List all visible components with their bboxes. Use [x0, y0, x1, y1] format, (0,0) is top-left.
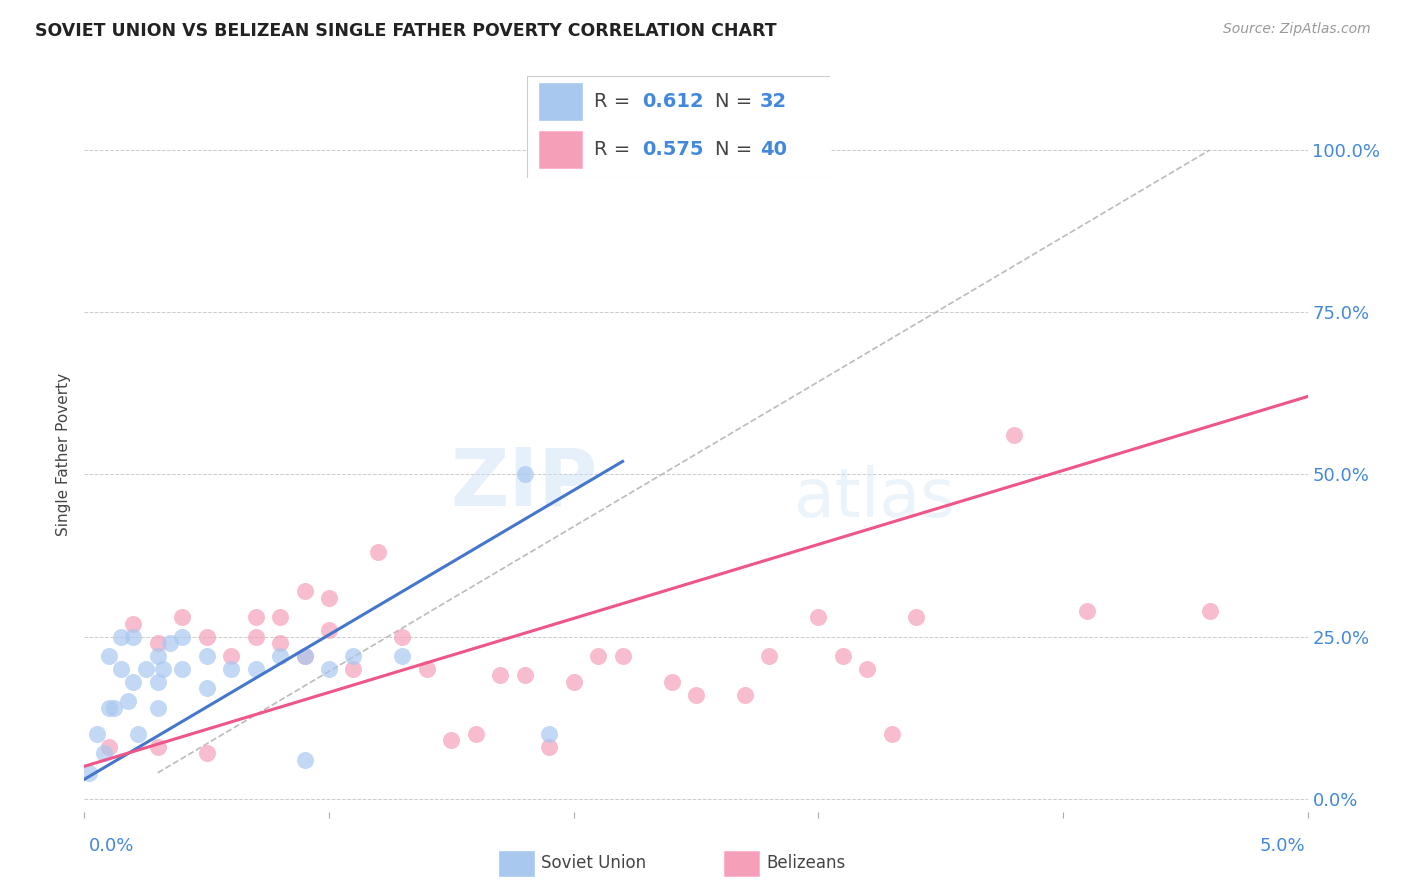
Point [318, 662, 340, 676]
Point [146, 675, 169, 690]
FancyBboxPatch shape [540, 131, 582, 168]
FancyBboxPatch shape [527, 76, 830, 178]
Point [93, 747, 115, 761]
Point [294, 648, 316, 663]
Point [97, 701, 120, 715]
Point [122, 675, 145, 690]
Point [269, 610, 291, 624]
Point [464, 727, 486, 741]
Point [342, 648, 364, 663]
Point [513, 668, 536, 682]
Point [110, 630, 132, 644]
Text: Belizeans: Belizeans [766, 855, 845, 872]
Point [685, 688, 707, 702]
Point [146, 648, 169, 663]
Point [195, 648, 218, 663]
Point [440, 733, 463, 747]
Point [294, 584, 316, 599]
Text: 32: 32 [761, 92, 787, 111]
Point [538, 727, 561, 741]
Point [489, 668, 512, 682]
Point [97, 739, 120, 754]
Point [1002, 428, 1025, 442]
Text: N =: N = [714, 140, 758, 159]
Point [856, 662, 879, 676]
Text: atlas: atlas [794, 465, 955, 531]
Text: 0.612: 0.612 [643, 92, 704, 111]
Point [172, 610, 194, 624]
Point [294, 648, 316, 663]
Point [122, 630, 145, 644]
Point [195, 630, 218, 644]
Text: N =: N = [714, 92, 758, 111]
Point [219, 662, 242, 676]
Point [135, 662, 157, 676]
Point [367, 545, 389, 559]
Point [103, 701, 125, 715]
Point [318, 623, 340, 637]
Point [152, 662, 174, 676]
Point [734, 688, 756, 702]
Point [513, 467, 536, 482]
Text: ZIP: ZIP [451, 444, 598, 523]
Point [612, 648, 634, 663]
Text: 5.0%: 5.0% [1260, 837, 1305, 855]
Text: 40: 40 [761, 140, 787, 159]
Point [562, 675, 585, 690]
Point [245, 662, 267, 676]
Point [1076, 604, 1098, 618]
Point [905, 610, 928, 624]
Point [269, 636, 291, 650]
Point [1198, 604, 1220, 618]
Point [195, 681, 218, 696]
Point [146, 636, 169, 650]
Point [159, 636, 181, 650]
Point [342, 662, 364, 676]
Point [831, 648, 853, 663]
Point [86, 727, 108, 741]
Point [391, 648, 413, 663]
Y-axis label: Single Father Poverty: Single Father Poverty [56, 374, 72, 536]
Text: 0.575: 0.575 [643, 140, 703, 159]
Point [391, 630, 413, 644]
Point [318, 591, 340, 605]
Point [661, 675, 683, 690]
Point [146, 701, 169, 715]
Text: SOVIET UNION VS BELIZEAN SINGLE FATHER POVERTY CORRELATION CHART: SOVIET UNION VS BELIZEAN SINGLE FATHER P… [35, 22, 776, 40]
Text: 0.0%: 0.0% [89, 837, 134, 855]
Point [880, 727, 903, 741]
Point [77, 765, 100, 780]
Point [117, 694, 139, 708]
Text: R =: R = [593, 92, 637, 111]
Point [294, 753, 316, 767]
Point [245, 630, 267, 644]
Point [172, 662, 194, 676]
Point [538, 739, 561, 754]
Text: Soviet Union: Soviet Union [541, 855, 647, 872]
Point [269, 648, 291, 663]
Point [586, 648, 609, 663]
Text: R =: R = [593, 140, 637, 159]
Point [219, 648, 242, 663]
Point [807, 610, 830, 624]
Point [97, 648, 120, 663]
Point [127, 727, 149, 741]
Text: Source: ZipAtlas.com: Source: ZipAtlas.com [1223, 22, 1371, 37]
Point [195, 747, 218, 761]
FancyBboxPatch shape [540, 83, 582, 120]
Point [416, 662, 439, 676]
Point [146, 739, 169, 754]
Point [110, 662, 132, 676]
Point [122, 616, 145, 631]
Point [245, 610, 267, 624]
Point [758, 648, 780, 663]
Point [172, 630, 194, 644]
